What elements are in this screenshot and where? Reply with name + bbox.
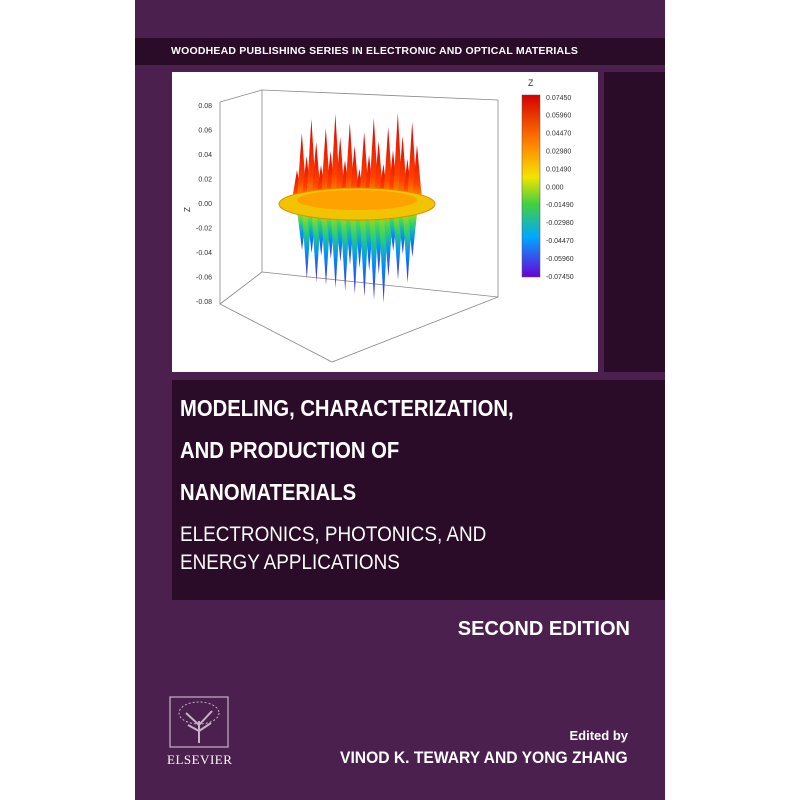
surface-spike [407,210,418,257]
colorbar-label: -0.04470 [546,238,574,245]
colorbar-label: -0.05960 [546,256,574,263]
colorbar-label: 0.05960 [546,113,571,120]
subtitle-line: ENERGY APPLICATIONS [180,551,400,574]
colorbar-label: 0.04470 [546,131,571,138]
publisher: ELSEVIER [167,752,233,767]
series-name: WOODHEAD PUBLISHING SERIES IN ELECTRONIC… [135,38,665,65]
side-strip [604,72,665,372]
editors: VINOD K. TEWARY AND YONG ZHANG [340,748,628,767]
subtitle-line: ELECTRONICS, PHOTONICS, AND [180,523,487,546]
colorbar-label: -0.07450 [546,274,574,281]
z-axis-label: 0.00 [198,201,212,208]
z-axis-label: 0.06 [198,127,212,134]
surface [278,113,436,303]
colorbar-label: 0.000 [546,184,564,191]
title-line: NANOMATERIALS [180,479,357,505]
z-axis-label: -0.08 [196,299,212,306]
title-line: MODELING, CHARACTERIZATION, [180,395,514,421]
title-panel [172,380,665,600]
title-line: AND PRODUCTION OF [180,437,400,463]
cover-figure: Z Z 0.07450 0.05960 0.04470 0.02980 0.01490 0… [172,72,598,372]
z-axis-label: 0.08 [198,103,212,110]
colorbar-title: Z [528,78,534,88]
z-axis-label: 0.02 [198,176,212,183]
z-axis-label: -0.02 [196,225,212,232]
colorbar-label: 0.02980 [546,149,571,156]
colorbar-label: -0.02980 [546,220,574,227]
colorbar [521,94,541,278]
publisher-logo [169,696,229,748]
colorbar-label: 0.01490 [546,166,571,173]
z-axis-label: 0.04 [198,152,212,159]
surface-spike [412,145,422,200]
plot-box [219,89,499,363]
edited-by: Edited by [569,728,628,743]
colorbar-label: 0.07450 [546,95,571,102]
z-axis-label: -0.04 [196,250,212,257]
surface-ring [297,190,417,210]
z-axis-title: Z [183,207,192,212]
colorbar-label: -0.01490 [546,202,574,209]
surface-plot: Z Z 0.07450 0.05960 0.04470 0.02980 0.01490 0… [183,78,574,363]
z-axis-label: -0.06 [196,274,212,281]
edition: SECOND EDITION [457,618,630,640]
